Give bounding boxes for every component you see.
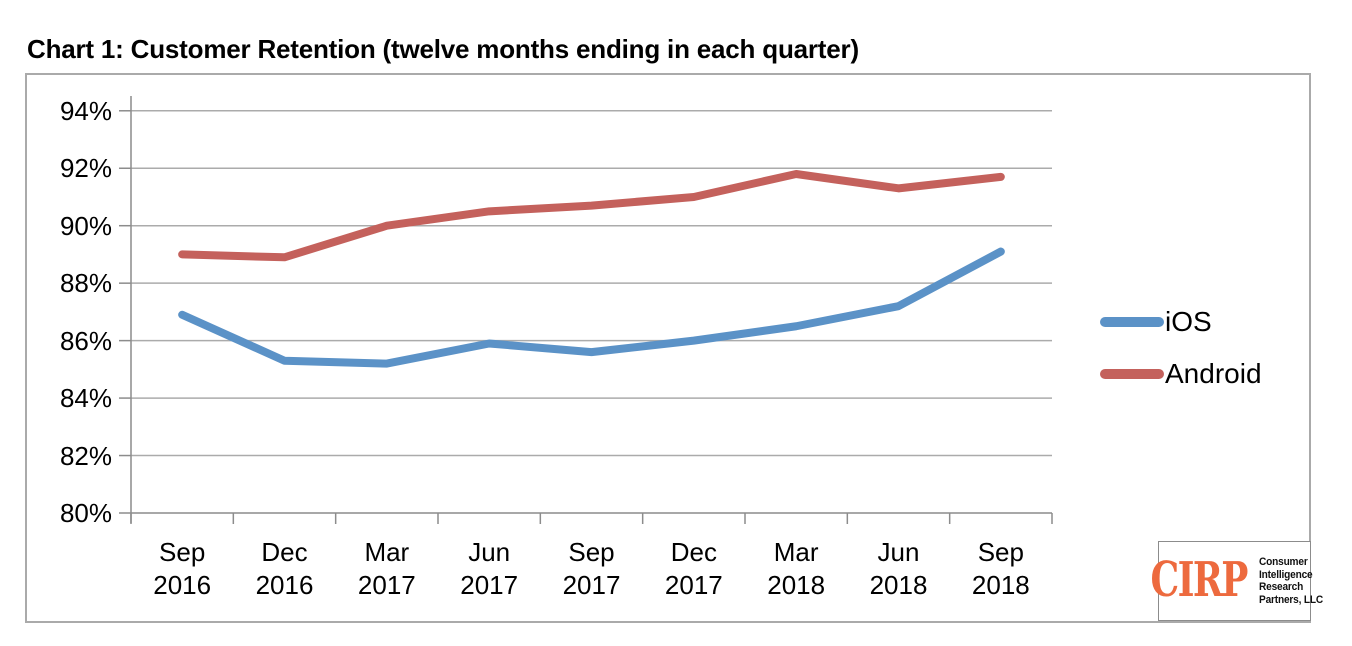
series-line-android (178, 169, 1005, 262)
legend-swatch (1100, 317, 1164, 327)
chart-outer-border (25, 73, 1311, 623)
y-axis-tick-label: 82% (59, 440, 112, 471)
cirp-logo-org-line: Intelligence (1259, 568, 1313, 581)
legend-item-android: Android (1100, 358, 1262, 389)
y-axis-tick-label: 88% (59, 268, 112, 299)
cirp-logo-org-line: Consumer (1259, 556, 1308, 568)
y-axis-tick-label: 84% (59, 383, 112, 414)
legend-item-ios: iOS (1100, 306, 1212, 337)
y-axis-tick-label: 80% (59, 498, 112, 528)
x-axis-tick-label: Jun 2017 (460, 537, 519, 600)
x-axis-tick-label: Mar 2017 (357, 537, 416, 600)
legend-swatch (1100, 369, 1164, 379)
x-axis-tick-label: Sep 2017 (562, 537, 621, 600)
legend-label: Android (1165, 358, 1262, 389)
chart-title: Chart 1: Customer Retention (twelve mont… (27, 34, 859, 64)
x-axis-tick-label: Sep 2016 (153, 537, 212, 600)
legend-label: iOS (1165, 306, 1212, 337)
x-axis-tick-label: Dec 2017 (664, 537, 723, 600)
cirp-logo-org-line: Partners, LLC (1259, 593, 1324, 606)
cirp-logo: CIRP Consumer Intelligence Research Part… (1151, 541, 1324, 621)
x-axis-tick-label: Sep 2018 (971, 537, 1030, 600)
cirp-logo-abbr: CIRP (1150, 552, 1249, 608)
cirp-logo-org-line: Research (1259, 581, 1304, 593)
x-axis-tick-label: Jun 2018 (869, 537, 928, 600)
y-axis-tick-label: 86% (59, 325, 112, 356)
y-axis-tick-label: 92% (59, 153, 112, 184)
y-axis-tick-label: 94% (59, 95, 112, 126)
series-line-ios (178, 247, 1005, 368)
cirp-logo-org-name: Consumer Intelligence Research Partners,… (1259, 556, 1329, 606)
x-axis-tick-label: Dec 2016 (255, 537, 314, 600)
y-axis-tick-label: 90% (59, 210, 112, 241)
x-axis-tick-label: Mar 2018 (767, 537, 826, 600)
